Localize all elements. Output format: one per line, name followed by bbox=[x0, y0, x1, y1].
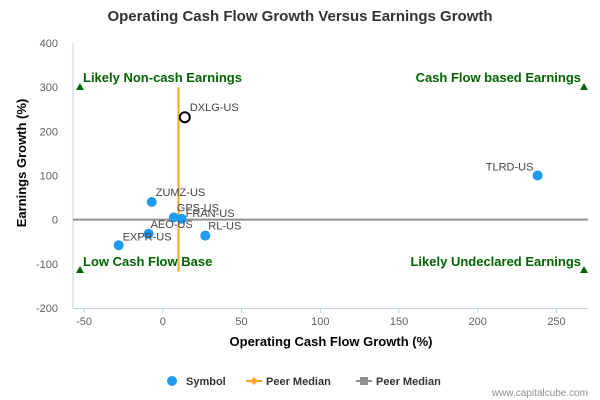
data-point bbox=[113, 240, 124, 251]
quadrant-marker-icon bbox=[580, 266, 588, 273]
data-point bbox=[532, 170, 543, 181]
data-point-label: FRAN-US bbox=[186, 208, 235, 220]
data-point-label: EXPR-US bbox=[123, 231, 172, 243]
legend: Symbol Peer Median Peer Median bbox=[167, 376, 441, 388]
y-axis-title: Earnings Growth (%) bbox=[14, 99, 29, 228]
x-axis-title: Operating Cash Flow Growth (%) bbox=[230, 334, 433, 349]
x-tick-label: 250 bbox=[547, 316, 565, 328]
data-point bbox=[176, 213, 187, 224]
data-point-label: ZUMZ-US bbox=[156, 187, 206, 199]
quadrant-marker-icon bbox=[76, 266, 84, 273]
legend-diamond-icon bbox=[250, 377, 258, 385]
y-tick-label: 100 bbox=[40, 171, 58, 183]
x-tick-label: 150 bbox=[390, 316, 408, 328]
data-point bbox=[146, 197, 157, 207]
y-tick-label: -200 bbox=[36, 303, 58, 315]
quadrant-marker-icon bbox=[76, 83, 84, 90]
legend-label: Symbol bbox=[186, 376, 226, 388]
quadrant-marker-icon bbox=[580, 83, 588, 90]
y-tick-label: -100 bbox=[36, 259, 58, 271]
data-point-label: DXLG-US bbox=[190, 102, 239, 114]
quadrant-label: Likely Non-cash Earnings bbox=[83, 70, 242, 85]
data-points: DXLG-US TLRD-US ZUMZ-US GPS-USFRAN-USAEO-US… bbox=[113, 102, 543, 251]
peer-median-lines bbox=[73, 87, 588, 272]
y-tick-label: 0 bbox=[52, 215, 58, 227]
data-point bbox=[178, 111, 191, 124]
y-tick-label: 400 bbox=[40, 38, 58, 50]
x-tick-label: 0 bbox=[160, 316, 166, 328]
legend-label: Peer Median bbox=[376, 376, 441, 388]
data-point-label: RL-US bbox=[208, 221, 241, 233]
y-tick-label: 200 bbox=[40, 126, 58, 138]
data-point bbox=[168, 212, 179, 223]
chart-title: Operating Cash Flow Growth Versus Earnin… bbox=[107, 8, 492, 25]
data-point-label: GPS-US bbox=[177, 202, 219, 214]
data-point-label: AEO-US bbox=[151, 219, 193, 231]
legend-symbol-marker bbox=[167, 376, 177, 386]
axes: -50 0 50 100 150 200 250 -200 -100 0 100 200 300 400 bbox=[36, 38, 588, 328]
x-tick-label: 200 bbox=[469, 316, 487, 328]
credit-text: www.capitalcube.com bbox=[491, 388, 588, 399]
x-tick-label: -50 bbox=[76, 316, 92, 328]
quadrant-label: Likely Undeclared Earnings bbox=[410, 254, 581, 269]
quadrant-label: Cash Flow based Earnings bbox=[416, 70, 581, 85]
data-point bbox=[143, 228, 154, 239]
data-point bbox=[200, 230, 211, 241]
data-point-label: TLRD-US bbox=[486, 162, 534, 174]
quadrant-label: Low Cash Flow Base bbox=[83, 254, 212, 269]
legend-label: Peer Median bbox=[266, 376, 331, 388]
x-tick-label: 50 bbox=[235, 316, 247, 328]
quadrant-labels: Likely Non-cash Earnings Cash Flow based … bbox=[76, 70, 588, 273]
legend-square-icon bbox=[360, 377, 368, 385]
y-tick-label: 300 bbox=[40, 82, 58, 94]
x-tick-label: 100 bbox=[311, 316, 329, 328]
